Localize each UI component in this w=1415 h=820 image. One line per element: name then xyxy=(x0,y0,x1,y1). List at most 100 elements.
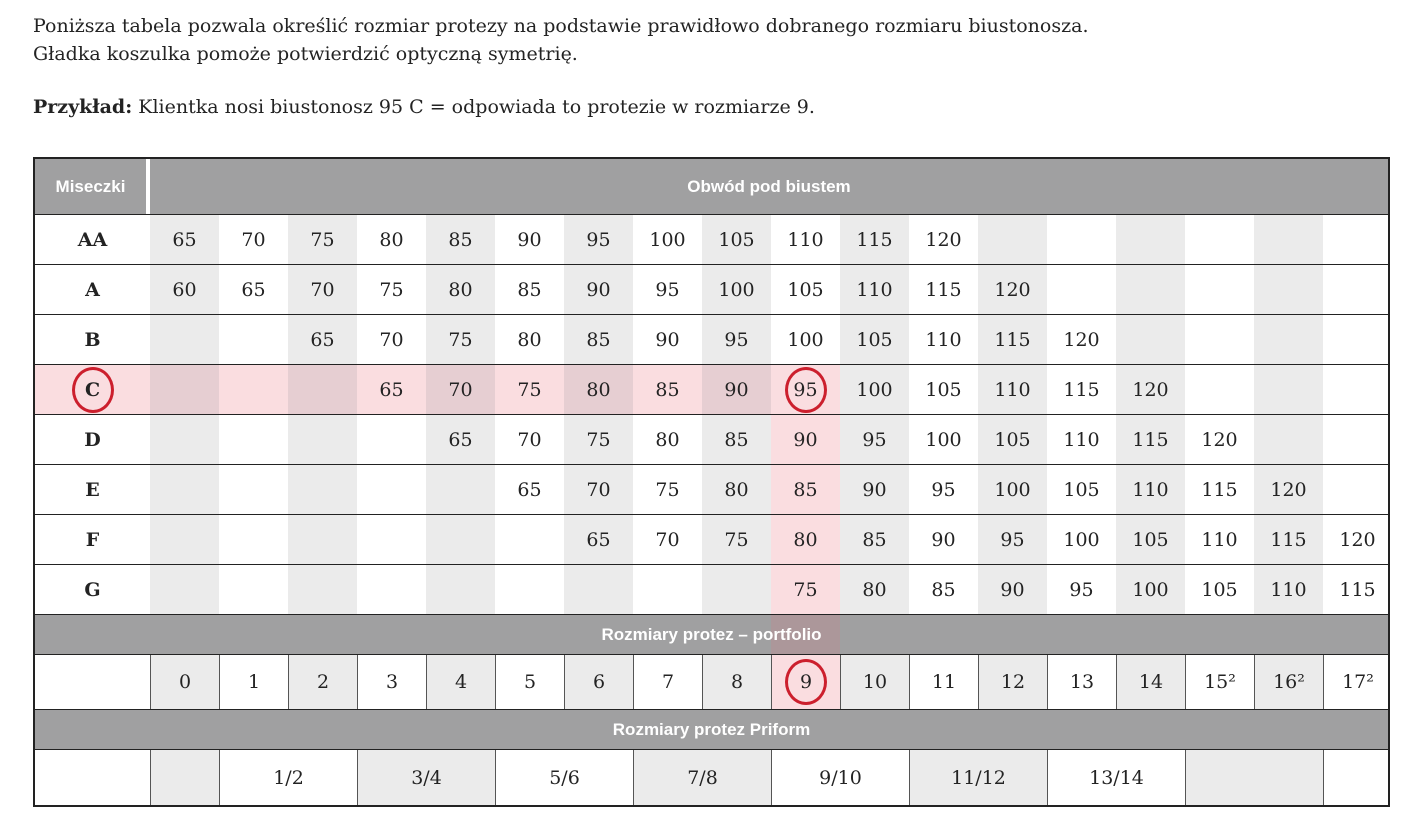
portfolio-size-value: 11 xyxy=(931,671,957,693)
underbust-value: 115 xyxy=(1270,528,1307,551)
underbust-value-cell: 75 xyxy=(633,465,702,514)
underbust-value: 85 xyxy=(793,478,818,501)
highlight-circle: 9 xyxy=(785,659,827,705)
underbust-value: 65 xyxy=(310,328,335,351)
underbust-value-cell: 70 xyxy=(357,315,426,364)
underbust-value: 85 xyxy=(586,328,611,351)
table-header-row: Miseczki Obwód pod biustem xyxy=(35,159,1388,215)
underbust-value: 75 xyxy=(724,528,749,551)
underbust-value: 75 xyxy=(586,428,611,451)
underbust-value-cell: 75 xyxy=(426,315,495,364)
portfolio-size-value: 8 xyxy=(730,671,744,693)
portfolio-size-cell: 9 xyxy=(771,655,840,709)
underbust-value-cell: 100 xyxy=(1047,515,1116,564)
underbust-value: 90 xyxy=(793,428,818,451)
underbust-value: 80 xyxy=(448,278,473,301)
underbust-value: 80 xyxy=(862,578,887,601)
underbust-value: 70 xyxy=(241,228,266,251)
portfolio-size-value: 16² xyxy=(1273,671,1305,693)
underbust-value: 65 xyxy=(241,278,266,301)
underbust-value-cell xyxy=(150,465,219,514)
underbust-value-cell: 95 xyxy=(564,215,633,264)
underbust-value: 110 xyxy=(787,228,824,251)
underbust-value-cell: 95 xyxy=(702,315,771,364)
priform-range-cell xyxy=(1185,750,1323,805)
underbust-value-cell xyxy=(219,365,288,414)
underbust-value: 100 xyxy=(925,428,962,451)
underbust-value: 70 xyxy=(655,528,680,551)
underbust-value-cell: 95 xyxy=(1047,565,1116,614)
underbust-value: 80 xyxy=(586,378,611,401)
underbust-value: 110 xyxy=(856,278,893,301)
underbust-value-cell: 120 xyxy=(978,265,1047,314)
underbust-value-cell xyxy=(1185,215,1254,264)
cup-row-f: F 65 70 75 80 85 90 95 100 105 110 115 120 xyxy=(35,515,1388,565)
underbust-value-cell xyxy=(426,565,495,614)
portfolio-size-cell: 11 xyxy=(909,655,978,709)
underbust-value-cell xyxy=(1185,265,1254,314)
underbust-value: 80 xyxy=(793,528,818,551)
underbust-value-cell xyxy=(288,415,357,464)
underbust-value: 90 xyxy=(931,528,956,551)
size-table: Miseczki Obwód pod biustem AA 65 70 75 80 85 90 9… xyxy=(33,157,1390,807)
underbust-value: 80 xyxy=(379,228,404,251)
underbust-value-cell xyxy=(288,515,357,564)
underbust-value: 95 xyxy=(1000,528,1025,551)
underbust-value: 80 xyxy=(724,478,749,501)
underbust-value: 60 xyxy=(172,278,197,301)
underbust-value: 105 xyxy=(994,428,1031,451)
underbust-value: 115 xyxy=(1339,578,1376,601)
underbust-value-cell: 85 xyxy=(495,265,564,314)
underbust-value-cell: 110 xyxy=(1116,465,1185,514)
cup-label-cell: B xyxy=(35,315,150,364)
underbust-value: 115 xyxy=(856,228,893,251)
example-label: Przykład: xyxy=(33,96,133,118)
underbust-value-cell: 80 xyxy=(357,215,426,264)
cup-label-cell: A xyxy=(35,265,150,314)
header-band-cell: Obwód pod biustem xyxy=(150,159,1388,214)
underbust-value-cell xyxy=(1116,215,1185,264)
underbust-value-cell: 90 xyxy=(978,565,1047,614)
underbust-value-cell xyxy=(1254,265,1323,314)
underbust-value-cell xyxy=(219,315,288,364)
underbust-value: 70 xyxy=(586,478,611,501)
underbust-value: 95 xyxy=(862,428,887,451)
header-band-label: Obwód pod biustem xyxy=(687,176,851,196)
underbust-value-cell: 120 xyxy=(1323,515,1392,564)
portfolio-size-value: 13 xyxy=(1069,671,1095,693)
underbust-value: 65 xyxy=(448,428,473,451)
underbust-value-cell: 75 xyxy=(357,265,426,314)
underbust-value-cell: 105 xyxy=(1047,465,1116,514)
underbust-value-cell: 95 xyxy=(771,365,840,414)
underbust-value-cell: 65 xyxy=(288,315,357,364)
highlight-circle: 95 xyxy=(784,366,827,413)
cup-row-e: E 65 70 75 80 85 90 95 100 105 110 115 120 xyxy=(35,465,1388,515)
underbust-value-cell: 70 xyxy=(219,215,288,264)
underbust-value: 105 xyxy=(1201,578,1238,601)
cup-label: AA xyxy=(77,228,108,251)
underbust-value: 95 xyxy=(724,328,749,351)
underbust-value-cell: 65 xyxy=(495,465,564,514)
underbust-value: 105 xyxy=(856,328,893,351)
underbust-value-cell: 70 xyxy=(288,265,357,314)
cup-label: D xyxy=(84,428,101,451)
underbust-value-cell: 105 xyxy=(1185,565,1254,614)
underbust-value-cell: 95 xyxy=(840,415,909,464)
underbust-value-cell: 85 xyxy=(909,565,978,614)
cup-label-cell: E xyxy=(35,465,150,514)
underbust-value-cell xyxy=(150,515,219,564)
portfolio-size-cell: 14 xyxy=(1116,655,1185,709)
portfolio-size-cell: 15² xyxy=(1185,655,1254,709)
portfolio-size-cell: 2 xyxy=(288,655,357,709)
underbust-value: 110 xyxy=(994,378,1031,401)
underbust-value-cell: 100 xyxy=(978,465,1047,514)
underbust-value-cell: 105 xyxy=(771,265,840,314)
underbust-value-cell: 100 xyxy=(909,415,978,464)
underbust-value-cell xyxy=(1185,315,1254,364)
underbust-value: 90 xyxy=(586,278,611,301)
underbust-value-cell: 120 xyxy=(1047,315,1116,364)
underbust-value-cell: 75 xyxy=(702,515,771,564)
portfolio-size-value: 2 xyxy=(316,671,330,693)
underbust-value: 120 xyxy=(1270,478,1307,501)
underbust-value: 115 xyxy=(1201,478,1238,501)
